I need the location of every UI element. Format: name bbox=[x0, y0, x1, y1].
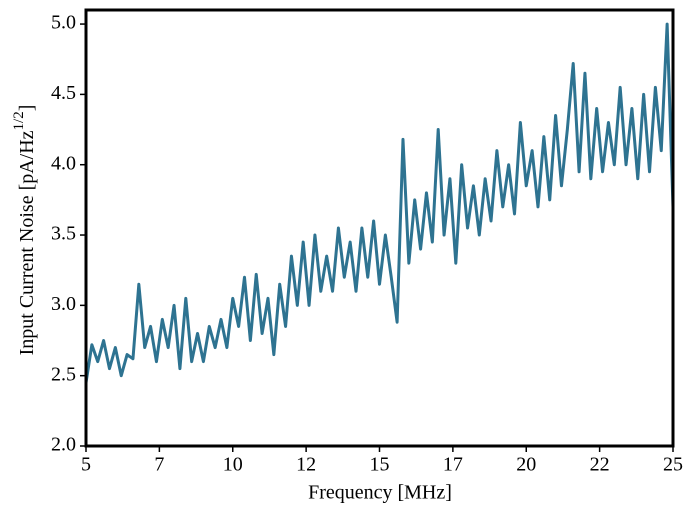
y-tick-label: 5.0 bbox=[51, 12, 76, 34]
y-tick-label: 2.0 bbox=[51, 434, 76, 456]
x-tick-label: 22 bbox=[590, 454, 610, 476]
y-tick-label: 4.0 bbox=[51, 152, 76, 174]
plot-frame bbox=[84, 8, 675, 448]
y-axis-label-sup: 1/2 bbox=[11, 111, 27, 130]
x-tick-label: 12 bbox=[296, 454, 316, 476]
data-line bbox=[84, 22, 675, 383]
y-axis-label-end: ] bbox=[16, 105, 38, 112]
x-tick-label: 15 bbox=[370, 454, 390, 476]
x-tick-label: 7 bbox=[154, 454, 164, 476]
y-axis-label-main: Input Current Noise [pA/Hz bbox=[16, 130, 38, 355]
x-tick-label: 25 bbox=[663, 454, 683, 476]
y-tick-label: 4.5 bbox=[51, 82, 76, 104]
x-tick-label: 20 bbox=[516, 454, 536, 476]
x-tick-label: 17 bbox=[443, 454, 463, 476]
y-axis-label: Input Current Noise [pA/Hz1/2] bbox=[11, 105, 37, 356]
x-tick-label: 5 bbox=[81, 454, 91, 476]
y-tick-label: 2.5 bbox=[51, 363, 76, 385]
x-tick-label: 10 bbox=[223, 454, 243, 476]
y-tick-label: 3.5 bbox=[51, 223, 76, 245]
x-axis-label: Frequency [MHz] bbox=[308, 482, 452, 504]
y-tick-label: 3.0 bbox=[51, 293, 76, 315]
